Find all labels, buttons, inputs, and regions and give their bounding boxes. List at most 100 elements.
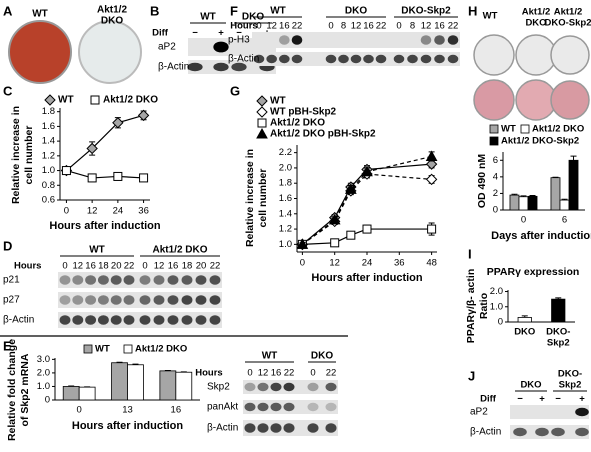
legend-label: WT [270,96,286,107]
lane-label: 20 [111,261,122,272]
dish-white [473,34,515,76]
legend-label: Akt1/2 DKO [135,344,187,355]
y-tick-label: 1.0 [490,301,503,312]
legend-marker [257,118,267,128]
y-tick-label: 1.6 [279,193,292,204]
row-label: panAkt [207,402,238,413]
marker [328,213,341,225]
y-tick-label: 1.0 [37,381,50,392]
blot-band [375,54,387,64]
lane-label: − [555,394,561,405]
x-tick-label: 0 [64,206,69,217]
blot-band [575,427,589,437]
y-axis-label: Relative increase in [244,149,256,247]
x-tick-label: 24 [113,206,124,217]
x-axis-label: Hours after induction [72,420,184,432]
y-tick-label: 1.2 [279,224,292,235]
blot-band [187,62,203,72]
bar [127,364,144,401]
blot-band [209,315,221,325]
row-label: p27 [3,295,20,306]
row-label: p-H3 [228,35,250,46]
bar [559,199,570,211]
dish-label: WT [483,11,498,22]
lane-label: − [192,28,198,39]
row-label: p21 [3,275,20,286]
x-tick-label: DKO [514,327,535,338]
panel-letter: E [3,338,12,353]
row-label: Skp2 [207,382,230,393]
x-tick-label: 13 [122,405,133,416]
panel-letter: J [468,368,475,383]
blot-band [447,35,459,45]
y-tick-label: 2.0 [279,162,292,173]
blot-band [393,54,405,64]
lane-label: 0 [247,368,252,379]
blot-band [181,295,193,305]
marker [425,158,438,170]
panel-letter: H [468,3,477,18]
marker [137,109,150,122]
dish-label: DKO [525,18,546,29]
legend-label: Akt1/2 DKO pBH-Skp2 [270,129,376,140]
legend-label: WT [95,344,110,355]
blot-band [139,275,151,285]
group-label: WT [89,245,105,256]
y-tick-label: 1.8 [42,106,55,117]
y-tick-label: 3.0 [37,354,50,365]
blot-band [244,402,256,412]
y-tick-label: 0 [493,205,498,216]
blot-band [110,315,122,325]
y-tick-label: 1.2 [42,150,55,161]
lane-label: + [579,394,585,405]
y-tick-label: 4 [493,171,498,182]
y-tick-label: 0 [498,317,503,328]
blot-band [110,275,122,285]
blot-strip [252,32,460,48]
y-tick-label: 2 [493,188,498,199]
y-tick-label: 1.0 [279,239,292,250]
y-axis-label: PPARγ/β- actin [465,269,477,343]
blot-band [279,54,290,64]
blot-band [153,295,165,305]
bar [78,386,96,401]
lane-axis-label: Diff [480,394,497,405]
blot-band [139,295,151,305]
blot-band [209,295,221,305]
blot-band [257,382,269,392]
x-tick-label: 48 [426,258,437,269]
x-tick-label: 16 [171,405,182,416]
y-axis-label: Ratio [478,293,490,319]
legend-swatch [489,124,499,134]
lane-label: 0 [310,368,315,379]
blot-band [167,275,179,285]
panel-letter: G [230,83,240,98]
lane-label: 22 [292,21,303,32]
blot-band [420,54,432,64]
y-axis-label: of Skp2 mRNA [19,353,31,426]
marker [112,117,124,129]
bar [551,298,566,323]
panel-letter: C [3,83,13,98]
row-label: β-Actin [470,427,501,438]
x-tick-label: 36 [138,206,149,217]
y-tick-label: 2.2 [279,147,292,158]
lane-label: 16 [271,368,282,379]
lane-label: 22 [124,261,135,272]
x-tick-label: 6 [562,215,567,226]
bar [509,194,520,211]
blot-band [123,315,135,325]
legend-marker [256,95,268,107]
blot-band [244,382,256,392]
lane-label: 0 [328,21,333,32]
blot-band [167,315,179,325]
blot-band [434,35,445,45]
legend-swatch [520,124,530,134]
error-bar [116,361,123,363]
group-label: DKO-Skp2 [401,6,451,17]
blot-band [139,315,151,325]
x-tick-label: 24 [362,258,373,269]
lane-label: 12 [266,21,277,32]
bar [111,362,128,401]
lane-label: 8 [410,21,415,32]
